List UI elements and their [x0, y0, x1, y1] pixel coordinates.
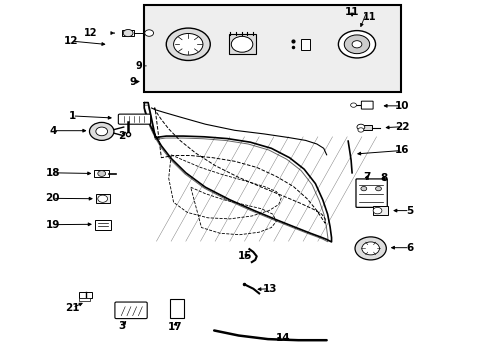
- Text: 6: 6: [406, 243, 412, 253]
- Text: 2: 2: [118, 131, 124, 141]
- Text: 10: 10: [394, 101, 408, 111]
- FancyBboxPatch shape: [96, 194, 109, 203]
- FancyBboxPatch shape: [301, 39, 309, 50]
- Circle shape: [372, 207, 381, 214]
- FancyBboxPatch shape: [361, 125, 371, 130]
- Bar: [170, 299, 183, 318]
- Circle shape: [98, 171, 105, 176]
- Text: 9: 9: [135, 61, 142, 71]
- Circle shape: [173, 33, 203, 55]
- Text: 14: 14: [276, 333, 290, 343]
- FancyBboxPatch shape: [228, 34, 255, 54]
- Circle shape: [344, 35, 369, 54]
- FancyBboxPatch shape: [95, 220, 110, 230]
- FancyBboxPatch shape: [79, 298, 90, 301]
- Text: 8: 8: [380, 173, 386, 183]
- FancyBboxPatch shape: [122, 30, 134, 36]
- Text: 11: 11: [344, 6, 359, 17]
- FancyBboxPatch shape: [118, 114, 150, 124]
- FancyBboxPatch shape: [115, 302, 147, 319]
- Text: 16: 16: [394, 145, 408, 156]
- Circle shape: [231, 36, 252, 52]
- Text: 12: 12: [63, 36, 78, 46]
- Text: 4: 4: [49, 126, 57, 136]
- Text: 18: 18: [45, 168, 60, 178]
- Circle shape: [356, 124, 364, 130]
- FancyBboxPatch shape: [94, 170, 109, 177]
- Circle shape: [96, 127, 107, 136]
- Text: 3: 3: [119, 321, 125, 331]
- Text: 1: 1: [69, 111, 76, 121]
- Text: 11: 11: [362, 12, 375, 22]
- Bar: [144, 5, 400, 92]
- Circle shape: [89, 122, 114, 140]
- Circle shape: [350, 103, 356, 107]
- Circle shape: [375, 186, 381, 191]
- Text: 5: 5: [406, 206, 412, 216]
- Text: 15: 15: [238, 251, 252, 261]
- Circle shape: [166, 28, 210, 60]
- FancyBboxPatch shape: [355, 179, 386, 207]
- Text: 20: 20: [45, 193, 60, 203]
- Circle shape: [361, 242, 379, 255]
- Circle shape: [354, 237, 386, 260]
- Circle shape: [98, 195, 107, 202]
- Circle shape: [357, 128, 363, 132]
- FancyBboxPatch shape: [361, 101, 372, 109]
- Text: 19: 19: [45, 220, 60, 230]
- Text: 9: 9: [129, 77, 136, 87]
- Circle shape: [338, 31, 375, 58]
- Text: 22: 22: [394, 122, 408, 132]
- FancyBboxPatch shape: [79, 292, 92, 298]
- Circle shape: [351, 41, 361, 48]
- Text: 17: 17: [167, 322, 182, 332]
- Text: 21: 21: [65, 303, 80, 313]
- Text: 7: 7: [362, 172, 370, 182]
- Circle shape: [144, 30, 153, 36]
- Text: 12: 12: [84, 28, 98, 38]
- FancyBboxPatch shape: [372, 206, 387, 215]
- Text: 13: 13: [262, 284, 277, 294]
- Circle shape: [123, 30, 133, 37]
- Circle shape: [360, 186, 366, 191]
